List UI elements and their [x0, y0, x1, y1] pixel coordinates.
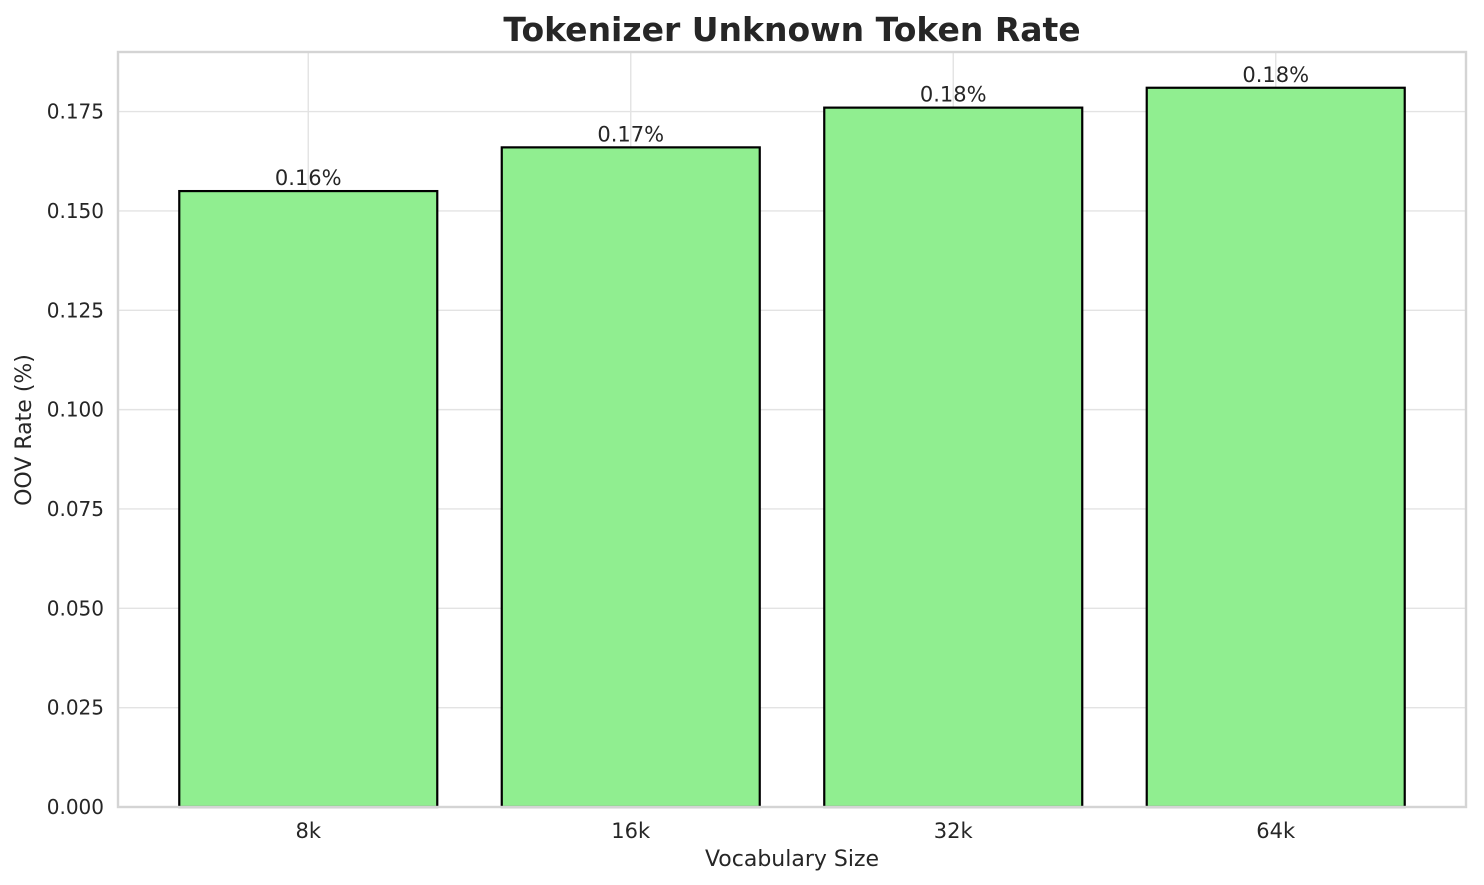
bar [500, 146, 761, 809]
bar [823, 106, 1084, 809]
x-tick-label: 16k [611, 819, 651, 843]
bar-value-label: 0.18% [920, 83, 987, 107]
y-tick-label: 0.150 [47, 199, 104, 223]
bar-value-label: 0.18% [1242, 63, 1309, 87]
plot-border [116, 50, 1468, 809]
y-tick-label: 0.025 [47, 696, 104, 720]
text-layer: Tokenizer Unknown Token Rate Vocabulary … [12, 10, 1081, 872]
x-tick-label: 8k [296, 819, 322, 843]
y-axis-label: OOV Rate (%) [12, 354, 37, 506]
y-tick-label: 0.125 [47, 298, 104, 322]
bar-value-label: 0.17% [597, 122, 664, 146]
bar [178, 189, 439, 809]
bars-layer [178, 86, 1406, 809]
x-tick-label: 64k [1256, 819, 1296, 843]
tick-labels-layer: 0.000 0.025 0.050 0.075 0.100 0.125 0.150 0.175… [47, 63, 1309, 843]
bar-value-label: 0.16% [275, 166, 342, 190]
chart-title: Tokenizer Unknown Token Rate [503, 10, 1080, 49]
y-tick-label: 0.000 [47, 795, 104, 819]
axes-spine [116, 50, 1468, 809]
x-tick-label: 32k [934, 819, 974, 843]
bar [1145, 86, 1406, 809]
y-tick-label: 0.175 [47, 100, 104, 124]
y-tick-label: 0.100 [47, 398, 104, 422]
y-tick-label: 0.075 [47, 497, 104, 521]
y-tick-label: 0.050 [47, 596, 104, 620]
x-axis-label: Vocabulary Size [705, 847, 879, 872]
